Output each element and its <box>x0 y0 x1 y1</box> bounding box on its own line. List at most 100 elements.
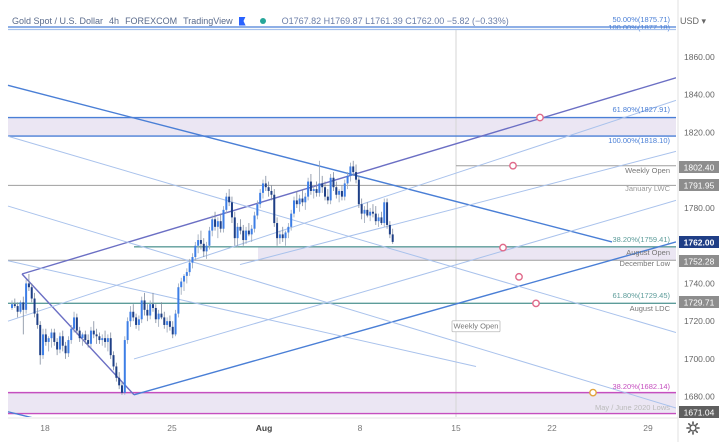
candle-body <box>332 177 335 188</box>
candle-body <box>383 202 386 224</box>
candle-body <box>349 166 352 176</box>
channel-upper[interactable] <box>21 77 676 275</box>
channel-lower-left[interactable] <box>21 273 135 396</box>
level-marker <box>536 113 544 122</box>
annotation-weekly-open: Weekly Open <box>454 322 499 331</box>
time-tick: 25 <box>167 423 177 433</box>
price-tag[interactable] <box>679 296 719 308</box>
candle-body <box>33 298 36 314</box>
price-tick: 1860.00 <box>684 52 715 62</box>
desc-light-3[interactable] <box>7 260 477 367</box>
candle-body <box>188 262 191 273</box>
exchange-label: FOREXCOM <box>125 16 178 26</box>
candle-body <box>168 321 171 327</box>
pitchfork-upper-1[interactable] <box>239 150 676 266</box>
candle-body <box>276 223 279 239</box>
candle-body <box>346 175 349 184</box>
candle-body <box>261 183 264 193</box>
flag-icon[interactable] <box>238 16 246 26</box>
candle-body <box>53 332 56 342</box>
level-label: 61.80%(1729.45) <box>612 291 670 300</box>
price-tick: 1740.00 <box>684 278 715 288</box>
level-label: 100.00%(1818.10) <box>608 136 670 145</box>
annotation-box[interactable] <box>451 320 501 333</box>
desc-light-1[interactable] <box>7 135 676 333</box>
candle-body <box>22 302 25 310</box>
candle-body <box>143 300 146 310</box>
candle-body <box>98 336 101 341</box>
price-tag[interactable] <box>679 179 719 191</box>
candle-body <box>194 245 197 258</box>
candle-body <box>11 304 13 308</box>
candle-body <box>157 313 160 320</box>
candle-body <box>146 309 149 316</box>
descending-trend-main[interactable] <box>7 84 613 243</box>
time-tick: 22 <box>547 423 557 433</box>
candle-body <box>273 194 276 224</box>
candle-body <box>84 334 87 341</box>
candle-body <box>377 217 380 222</box>
price-tag[interactable] <box>679 161 719 173</box>
candle-body <box>174 313 177 335</box>
ascending-support[interactable] <box>133 241 676 396</box>
symbol-legend[interactable]: Gold Spot / U.S. Dollar 4h FOREXCOM Trad… <box>12 14 509 28</box>
price-tick: 1700.00 <box>684 354 715 364</box>
candle-body <box>343 183 346 197</box>
candle-body <box>216 221 219 227</box>
candle-body <box>126 321 129 341</box>
price-tag[interactable] <box>679 406 719 418</box>
price-tick: 1840.00 <box>684 90 715 100</box>
candle-body <box>264 183 267 188</box>
candle-body <box>50 332 53 339</box>
candle-body <box>242 230 245 241</box>
candle-body <box>19 302 22 312</box>
candle-body <box>30 287 33 299</box>
candle-body <box>318 183 321 193</box>
desc-light-2[interactable] <box>7 205 676 409</box>
candle-body <box>16 306 19 312</box>
symbol-name: Gold Spot / U.S. Dollar <box>12 16 104 26</box>
candle-body <box>78 330 81 339</box>
level-label: 61.80%(1827.91) <box>612 105 670 114</box>
candle-body <box>250 228 253 235</box>
candle-body <box>380 217 383 224</box>
candle-body <box>386 202 389 225</box>
descending-lower-left[interactable] <box>7 411 100 435</box>
candle-body <box>225 196 228 210</box>
candle-body <box>180 281 183 288</box>
currency-selector[interactable]: USD ▾ <box>680 16 707 26</box>
pitchfork-median-1[interactable] <box>7 99 676 322</box>
candles <box>11 160 394 395</box>
price-tick: 1720.00 <box>684 316 715 326</box>
level-marker <box>589 388 597 397</box>
candle-body <box>67 340 70 354</box>
candle-body <box>312 189 315 191</box>
price-tag-label: 1671.04 <box>684 408 715 418</box>
time-tick: Aug <box>256 423 273 433</box>
candle-body <box>371 211 374 214</box>
pitchfork-median-2[interactable] <box>133 199 676 360</box>
candle-body <box>239 226 242 231</box>
level-label: January LWC <box>625 184 670 193</box>
candle-body <box>267 187 270 191</box>
candle-body <box>199 240 202 244</box>
candle-body <box>106 338 109 342</box>
candle-body <box>39 324 42 356</box>
candle-body <box>360 204 363 214</box>
level-marker <box>532 299 540 308</box>
plot-area[interactable] <box>7 25 676 435</box>
candle-body <box>92 330 95 335</box>
candle-body <box>58 336 61 350</box>
candle-body <box>326 196 329 201</box>
candle-body <box>70 328 73 341</box>
candle-body <box>388 224 391 235</box>
candle-body <box>219 221 222 229</box>
candle-body <box>149 304 152 316</box>
price-tag[interactable] <box>679 255 719 267</box>
gear-icon[interactable] <box>686 421 700 435</box>
price-tag[interactable] <box>679 236 719 248</box>
price-tag-label: 1802.40 <box>684 163 715 173</box>
candle-body <box>109 338 112 356</box>
candle-body <box>211 219 214 231</box>
